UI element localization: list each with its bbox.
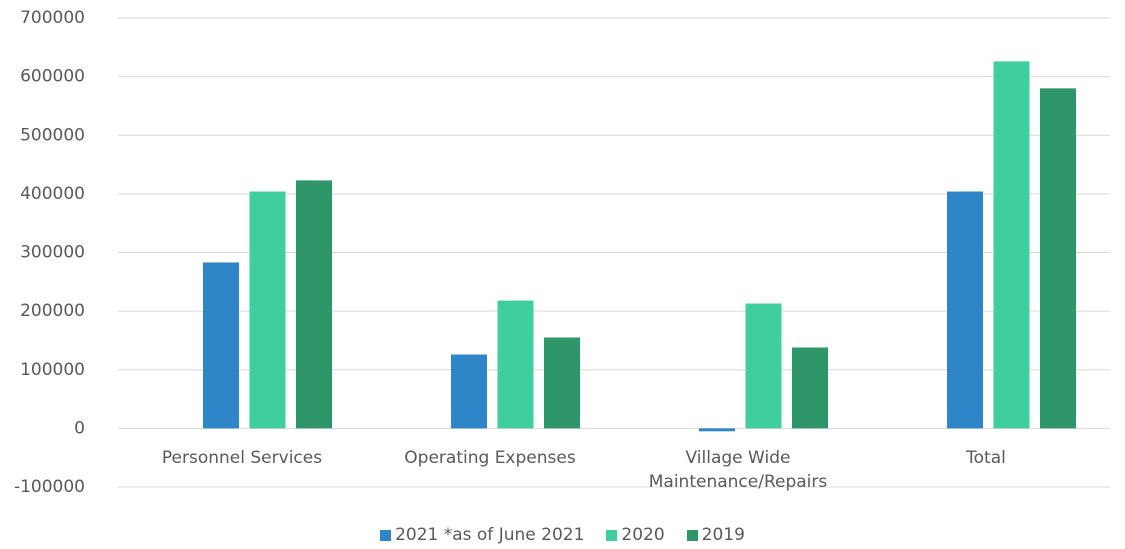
- bar: [249, 191, 286, 429]
- legend-swatch: [686, 529, 698, 541]
- y-tick-label: 200000: [20, 301, 85, 321]
- bar: [745, 303, 782, 429]
- bar: [296, 180, 332, 429]
- x-tick-label: Village Wide Maintenance/Repairs: [648, 448, 828, 492]
- x-tick-label: Personnel Services: [161, 448, 323, 468]
- x-tick-label: Operating Expenses: [404, 448, 576, 468]
- legend-label: 2020: [621, 525, 665, 545]
- legend-label: 2021 *as of June 2021: [395, 525, 585, 545]
- y-tick-label: 0: [74, 418, 85, 438]
- x-tick-label: Total: [966, 448, 1006, 468]
- y-tick-label: 100000: [20, 360, 85, 380]
- bar: [203, 262, 239, 429]
- y-tick-label: 400000: [20, 184, 85, 204]
- legend-label: 2019: [701, 525, 745, 545]
- legend-swatch: [606, 529, 618, 541]
- y-tick-label: 600000: [20, 67, 85, 87]
- bar: [993, 61, 1030, 429]
- legend-item: 2019: [686, 525, 745, 545]
- bar: [544, 337, 580, 429]
- legend-swatch: [380, 529, 392, 541]
- legend-item: 2021 *as of June 2021: [380, 525, 584, 545]
- y-tick-label: 700000: [20, 8, 85, 28]
- legend-item: 2020: [606, 525, 665, 545]
- bar: [1040, 88, 1076, 429]
- bar: [451, 354, 487, 429]
- y-tick-label: -100000: [14, 477, 85, 497]
- y-tick-label: 500000: [20, 125, 85, 145]
- bar: [497, 300, 534, 429]
- bar: [792, 347, 828, 429]
- legend: 2021 *as of June 2021 2020 2019: [0, 525, 1125, 545]
- y-tick-label: 300000: [20, 243, 85, 263]
- bar: [699, 428, 735, 432]
- bar: [947, 191, 983, 429]
